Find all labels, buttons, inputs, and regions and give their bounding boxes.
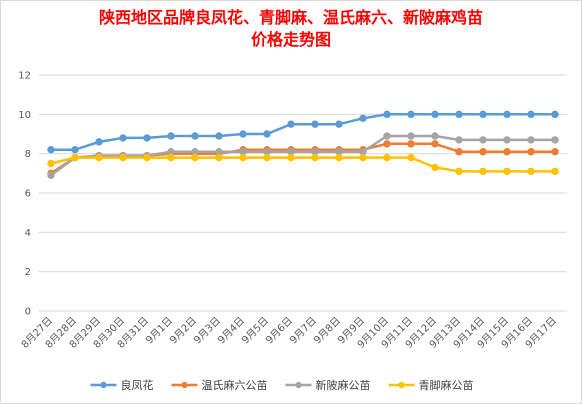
- data-point: [431, 140, 439, 148]
- data-point: [119, 153, 127, 162]
- data-point: [455, 110, 463, 119]
- data-point: [383, 110, 391, 119]
- data-point: [71, 153, 79, 162]
- data-point: [311, 120, 319, 128]
- data-point: [527, 167, 535, 176]
- data-point: [479, 148, 487, 156]
- data-point: [455, 167, 463, 176]
- data-point: [527, 110, 535, 119]
- y-tick-label: 2: [25, 267, 31, 278]
- data-point: [47, 159, 55, 168]
- y-tick-label: 0: [25, 307, 31, 318]
- data-point: [383, 132, 391, 140]
- data-point: [503, 148, 511, 156]
- legend-marker-1: [181, 381, 188, 389]
- data-point: [551, 110, 559, 119]
- chart-title-line-1: 陕西地区品牌良凤花、青脚麻、温氏麻六、新陂麻鸡苗: [98, 8, 483, 27]
- data-point: [143, 134, 151, 142]
- y-tick-label: 10: [18, 110, 31, 121]
- data-point: [71, 146, 79, 154]
- data-point: [431, 163, 439, 172]
- data-point: [431, 110, 439, 119]
- data-point: [503, 136, 511, 144]
- data-point: [167, 153, 175, 162]
- data-point: [455, 136, 463, 144]
- data-point: [503, 167, 511, 176]
- data-point: [263, 130, 271, 138]
- data-point: [527, 136, 535, 144]
- series-line-0: [51, 113, 555, 151]
- data-point: [335, 120, 343, 128]
- data-point: [383, 140, 391, 148]
- legend-marker-3: [398, 381, 405, 389]
- data-point: [407, 132, 415, 140]
- data-point: [359, 114, 367, 122]
- data-point: [239, 153, 247, 162]
- chart-title-line-2: 价格走势图: [250, 30, 331, 49]
- data-point: [551, 148, 559, 156]
- data-point: [407, 140, 415, 148]
- y-tick-label: 8: [25, 149, 31, 160]
- data-point: [47, 171, 55, 180]
- legend-marker-0: [100, 381, 107, 389]
- data-point: [407, 110, 415, 119]
- legend-label: 温氏麻六公苗: [202, 378, 268, 392]
- data-point: [143, 153, 151, 162]
- data-point: [191, 153, 199, 162]
- data-point: [551, 167, 559, 176]
- legend-label: 青脚麻公苗: [419, 378, 474, 392]
- data-point: [263, 153, 271, 162]
- data-point: [167, 132, 175, 140]
- y-tick-label: 12: [18, 71, 31, 82]
- data-point: [287, 120, 295, 128]
- series-line-2: [50, 134, 555, 177]
- data-point: [191, 132, 199, 140]
- data-point: [287, 153, 295, 162]
- y-tick-label: 4: [25, 228, 31, 239]
- data-point: [95, 153, 103, 162]
- data-point: [95, 138, 103, 146]
- data-point: [551, 136, 559, 144]
- data-point: [335, 153, 343, 162]
- data-point: [455, 148, 463, 156]
- data-point: [479, 167, 487, 176]
- legend-label: 新陂麻公苗: [316, 378, 371, 392]
- data-point: [431, 132, 439, 140]
- data-point: [479, 136, 487, 144]
- legend-marker-2: [295, 381, 302, 389]
- data-point: [47, 146, 55, 154]
- data-point: [359, 153, 367, 162]
- data-point: [479, 110, 487, 119]
- y-tick-label: 6: [25, 189, 31, 200]
- data-point: [503, 110, 511, 119]
- legend-label: 良凤花: [121, 378, 154, 392]
- data-point: [407, 153, 415, 162]
- chart-title: 陕西地区品牌良凤花、青脚麻、温氏麻六、新陂麻鸡苗 价格走势图: [1, 7, 581, 51]
- series-line-3: [50, 156, 555, 173]
- data-point: [215, 132, 223, 140]
- data-point: [311, 153, 319, 162]
- data-point: [527, 148, 535, 156]
- data-point: [239, 130, 247, 138]
- data-point: [383, 153, 391, 162]
- data-point: [119, 134, 127, 142]
- data-point: [215, 153, 223, 162]
